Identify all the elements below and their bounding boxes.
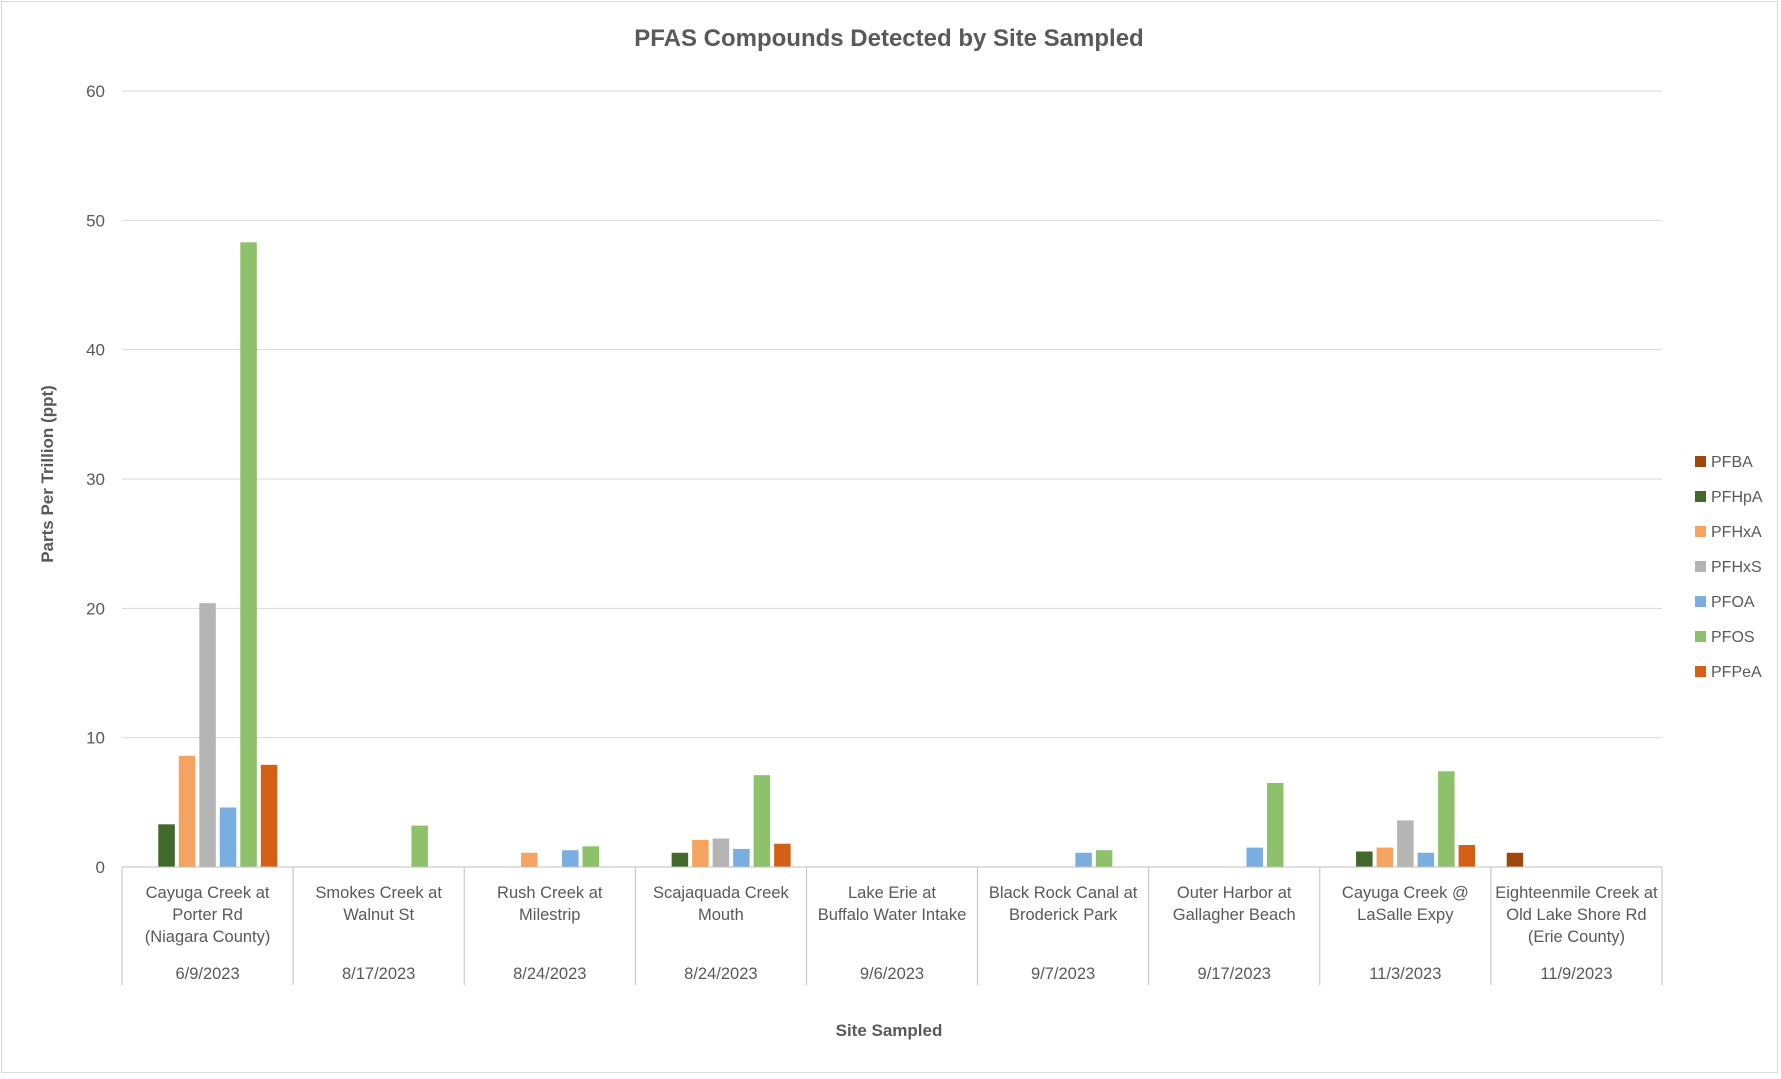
y-tick-50: 50: [86, 211, 105, 230]
bar-PFHpA-7: [1356, 851, 1373, 867]
bar-PFHxS-7: [1397, 820, 1414, 867]
category-date: 6/9/2023: [175, 965, 239, 983]
y-tick-60: 60: [86, 82, 105, 101]
bar-PFBA-8: [1506, 852, 1524, 867]
bars: [158, 242, 1524, 867]
category-label: Cayuga Creek @: [1342, 884, 1469, 902]
chart-title: PFAS Compounds Detected by Site Sampled: [634, 25, 1143, 52]
category-label: Eighteenmile Creek at: [1495, 884, 1658, 902]
category-label: Mouth: [698, 906, 744, 924]
bar-PFOA-6: [1246, 847, 1263, 867]
y-tick-40: 40: [86, 341, 105, 360]
category-label: Smokes Creek at: [315, 884, 442, 902]
legend-swatch-PFHxS: [1695, 561, 1706, 572]
category-date: 9/6/2023: [860, 965, 924, 983]
bar-PFHxA-2: [521, 852, 538, 867]
y-axis-label: Parts Per Trillion (ppt): [38, 385, 57, 563]
legend-swatch-PFPeA: [1695, 666, 1706, 677]
legend-label-PFHpA: PFHpA: [1711, 489, 1763, 506]
category-label: (Erie County): [1528, 928, 1625, 946]
legend-swatch-PFOA: [1695, 596, 1706, 607]
y-tick-30: 30: [86, 470, 105, 489]
bar-PFHxA-7: [1376, 847, 1394, 867]
bar-PFPeA-3: [774, 843, 791, 867]
category-label: Scajaquada Creek: [653, 884, 790, 902]
bar-PFPeA-0: [260, 764, 278, 867]
category-label: Gallagher Beach: [1173, 906, 1296, 924]
bar-PFOA-2: [562, 850, 579, 867]
y-tick-labels: 0 10 20 30 40 50 60: [86, 82, 105, 877]
category-date: 9/17/2023: [1198, 965, 1271, 983]
bar-PFHxS-3: [712, 838, 730, 867]
bar-PFHxS-0: [199, 603, 216, 867]
bar-PFOS-3: [753, 775, 771, 867]
category-label: Lake Erie at: [848, 884, 936, 902]
category-label: Black Rock Canal at: [989, 884, 1138, 902]
category-label: Porter Rd: [172, 906, 243, 924]
category-date: 8/24/2023: [684, 965, 757, 983]
legend-swatch-PFHpA: [1695, 491, 1706, 502]
x-axis-label: Site Sampled: [836, 1021, 943, 1040]
bar-PFOS-7: [1438, 771, 1455, 867]
category-label: Buffalo Water Intake: [818, 906, 967, 924]
category-date: 8/17/2023: [342, 965, 415, 983]
y-tick-20: 20: [86, 599, 105, 618]
bar-PFHpA-3: [671, 852, 689, 867]
legend-swatch-PFBA: [1695, 456, 1706, 467]
x-axis: Cayuga Creek at Porter Rd (Niagara County)…: [121, 866, 1663, 985]
legend: PFBA PFHpA PFHxA PFHxS PFOA PFOS PFPeA: [1695, 454, 1763, 681]
category-label: Outer Harbor at: [1177, 884, 1292, 902]
bar-PFOS-0: [240, 242, 257, 867]
bar-PFOS-1: [411, 825, 428, 867]
legend-label-PFPeA: PFPeA: [1711, 664, 1762, 681]
y-tick-0: 0: [96, 858, 105, 877]
bar-PFHpA-0: [158, 824, 175, 867]
legend-label-PFOA: PFOA: [1711, 594, 1755, 611]
bar-PFOA-7: [1417, 852, 1435, 867]
category-label: Old Lake Shore Rd: [1506, 906, 1646, 924]
bar-PFOS-6: [1266, 782, 1284, 867]
bar-PFHxA-0: [178, 755, 196, 867]
bar-PFHxA-3: [692, 839, 709, 867]
legend-label-PFHxA: PFHxA: [1711, 524, 1762, 541]
category-label: Walnut St: [343, 906, 414, 924]
y-tick-10: 10: [86, 729, 105, 748]
bar-PFOS-2: [582, 846, 600, 867]
category-date: 11/3/2023: [1369, 965, 1441, 983]
category-date: 8/24/2023: [513, 965, 586, 983]
category-date: 9/7/2023: [1031, 965, 1095, 983]
bar-PFOA-5: [1075, 852, 1092, 867]
bar-PFOA-3: [733, 848, 750, 867]
legend-swatch-PFOS: [1695, 631, 1706, 642]
legend-label-PFHxS: PFHxS: [1711, 559, 1762, 576]
bar-PFOS-5: [1095, 850, 1113, 867]
category-label: Milestrip: [519, 906, 580, 924]
category-label: Rush Creek at: [497, 884, 603, 902]
category-label: Broderick Park: [1009, 906, 1118, 924]
bar-PFOA-0: [219, 807, 237, 867]
legend-label-PFOS: PFOS: [1711, 629, 1755, 646]
gridlines: [122, 90, 1662, 739]
category-label: Cayuga Creek at: [146, 884, 270, 902]
category-label: (Niagara County): [145, 928, 271, 946]
legend-label-PFBA: PFBA: [1711, 454, 1753, 471]
category-date: 11/9/2023: [1540, 965, 1612, 983]
category-label: LaSalle Expy: [1357, 906, 1454, 924]
legend-swatch-PFHxA: [1695, 526, 1706, 537]
bar-PFPeA-7: [1458, 845, 1476, 867]
